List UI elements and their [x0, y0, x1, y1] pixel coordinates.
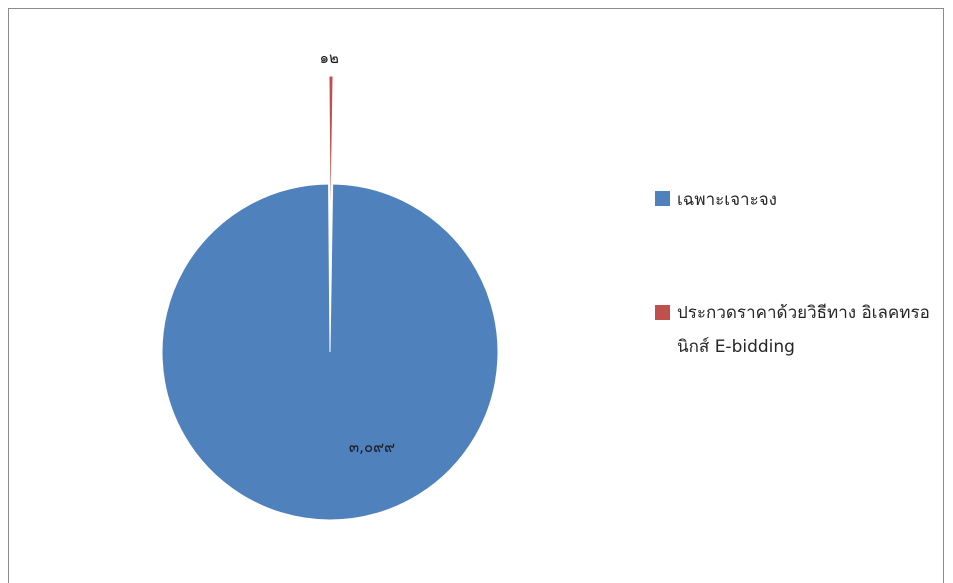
- pie-data-labels: ๑๒๓,๐๙๙: [319, 49, 395, 456]
- pie-slices: [161, 75, 499, 521]
- data-label-e-bidding: ๑๒: [319, 49, 338, 67]
- pie-slice-specific: [161, 183, 499, 521]
- legend-label-2: ประกวดราคาด้วยวิธีทาง อิเลคทรอนิกส์ E-bi…: [677, 303, 930, 357]
- legend-label-1: เฉพาะเจาะจง: [677, 190, 777, 210]
- data-label-specific: ๓,๐๙๙: [349, 438, 395, 456]
- legend-swatch-2: [655, 305, 670, 320]
- pie-slice-e-bidding: [328, 75, 334, 245]
- legend-swatch-1: [655, 191, 670, 206]
